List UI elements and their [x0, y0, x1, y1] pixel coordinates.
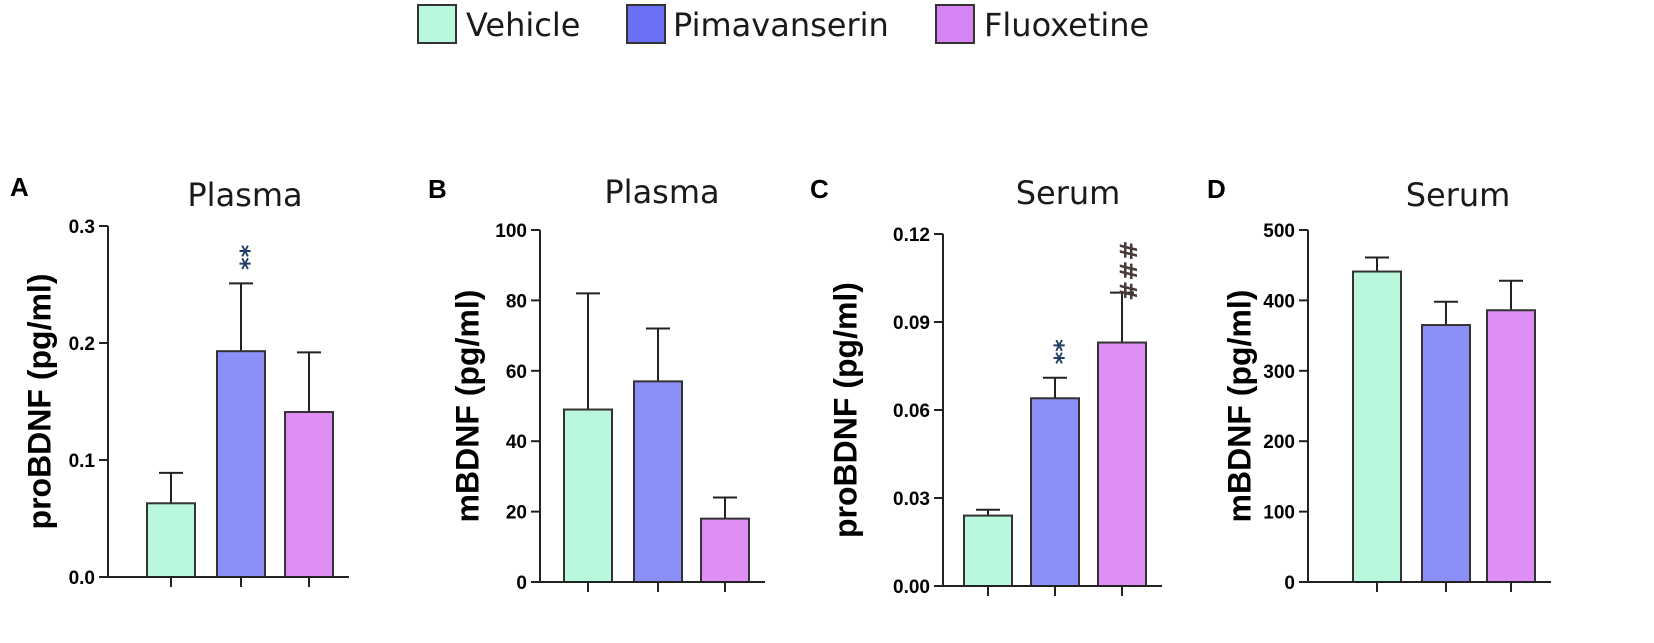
significance-marker: **: [1041, 339, 1069, 365]
y-axis-label: proBDNF (pg/ml): [827, 282, 863, 538]
panels: A Plasma proBDNF (pg/ml) 0.0 0.1 0.2 0.3 ** B Pla…: [10, 172, 1551, 598]
y-tick-label: 300: [1263, 362, 1295, 383]
legend-swatch-pimavanserin: [626, 4, 666, 44]
bar-fluoxetine: [1486, 309, 1536, 583]
panel-d: D Serum mBDNF (pg/ml) 0 100 200 300 400 500: [1207, 174, 1551, 594]
bar-fluoxetine: [700, 517, 750, 584]
y-tick-label: 0.1: [69, 451, 96, 472]
y-tick-label: 0.09: [893, 313, 930, 334]
y-tick-label: 0.3: [69, 217, 95, 238]
y-tick-label: 40: [506, 432, 527, 453]
bar-pimavanserin: [216, 350, 266, 578]
bar-vehicle: [963, 514, 1013, 587]
y-tick-label: 0.06: [893, 401, 930, 422]
y-tick-label: 0.12: [893, 225, 930, 246]
y-tick-label: 60: [506, 362, 527, 383]
panel-b: B Plasma mBDNF (pg/ml) 0 20 40 60 80 100: [428, 173, 765, 594]
significance-marker: **: [227, 245, 255, 271]
panel-a: A Plasma proBDNF (pg/ml) 0.0 0.1 0.2 0.3 **: [10, 172, 349, 589]
y-tick-label: 0.2: [69, 334, 95, 355]
panel-title: Plasma: [187, 176, 302, 214]
y-tick-label: 0: [516, 573, 527, 594]
panel-title: Serum: [1406, 176, 1511, 214]
bar-fluoxetine: [284, 411, 334, 578]
panel-letter: D: [1207, 174, 1226, 204]
bar-vehicle: [146, 502, 196, 579]
y-tick-label: 0: [1284, 573, 1295, 594]
legend-swatch-vehicle: [417, 4, 457, 44]
legend-label-vehicle: Vehicle: [466, 6, 580, 44]
bar-pimavanserin: [1030, 397, 1080, 587]
bar-fluoxetine: [1097, 341, 1147, 587]
panel-title: Serum: [1016, 174, 1121, 212]
panel-letter: C: [810, 174, 829, 204]
bar-pimavanserin: [1421, 324, 1471, 583]
y-axis-label: mBDNF (pg/ml): [1221, 290, 1257, 523]
y-tick-label: 200: [1263, 432, 1295, 453]
significance-marker: ###: [1115, 241, 1143, 301]
y-tick-label: 500: [1263, 221, 1295, 242]
y-tick-label: 100: [495, 221, 527, 242]
y-tick-label: 0.03: [893, 489, 930, 510]
legend: Vehicle Pimavanserin Fluoxetine: [417, 4, 1149, 44]
y-tick-label: 100: [1263, 503, 1295, 524]
bar-vehicle: [563, 408, 613, 583]
panel-c: C Serum proBDNF (pg/ml) 0.00 0.03 0.06 0.09 0.1…: [810, 174, 1162, 598]
panel-letter: A: [10, 172, 29, 202]
y-tick-label: 20: [506, 503, 527, 524]
bar-vehicle: [1352, 270, 1402, 583]
y-axis-label: proBDNF (pg/ml): [21, 274, 57, 530]
y-tick-label: 400: [1263, 291, 1295, 312]
legend-label-fluoxetine: Fluoxetine: [984, 6, 1149, 44]
legend-swatch-fluoxetine: [935, 4, 975, 44]
bar-pimavanserin: [633, 380, 683, 583]
y-axis-label: mBDNF (pg/ml): [449, 290, 485, 523]
panel-letter: B: [428, 174, 447, 204]
y-tick-label: 80: [506, 291, 527, 312]
panel-title: Plasma: [604, 173, 719, 211]
legend-label-pimavanserin: Pimavanserin: [673, 6, 889, 44]
y-tick-label: 0.00: [893, 577, 930, 598]
y-tick-label: 0.0: [69, 568, 95, 589]
